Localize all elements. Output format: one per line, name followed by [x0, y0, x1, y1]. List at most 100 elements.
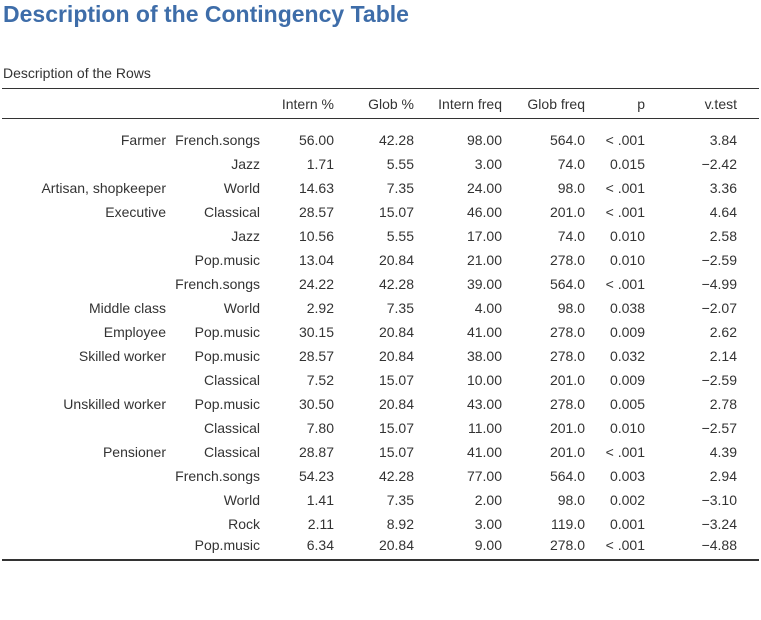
- cell-vtest: −2.42: [701, 156, 737, 172]
- cell-column: World: [223, 492, 260, 508]
- table-row: Pop.music 6.34 20.84 9.00 278.0 < .001 −4.88: [2, 536, 759, 560]
- cell-row: Skilled worker: [78, 348, 166, 364]
- cell-p: 0.001: [609, 516, 645, 532]
- cell-intern-freq: 46.00: [466, 204, 502, 220]
- table-row: Jazz 10.56 5.55 17.00 74.0 0.010 2.58: [2, 224, 759, 248]
- cell-intern-pct: 28.57: [298, 204, 334, 220]
- cell-intern-pct: 28.57: [298, 348, 334, 364]
- cell-intern-freq: 77.00: [466, 468, 502, 484]
- cell-column: Jazz: [231, 156, 260, 172]
- table-row: Classical 7.80 15.07 11.00 201.0 0.010 −2.57: [2, 416, 759, 440]
- header-row: [2, 89, 166, 119]
- header-intern-pct: Intern %: [281, 95, 334, 112]
- cell-intern-pct: 2.11: [307, 516, 334, 532]
- cell-intern-pct: 2.92: [306, 300, 334, 316]
- table-row: French.songs 54.23 42.28 77.00 564.0 0.003 2.9…: [2, 464, 759, 488]
- cell-p: 0.032: [609, 348, 645, 364]
- cell-vtest: 2.58: [709, 228, 737, 244]
- cell-intern-pct: 56.00: [298, 132, 334, 148]
- cell-vtest: −2.07: [701, 300, 737, 316]
- cell-glob-freq: 98.0: [557, 492, 585, 508]
- cell-column: French.songs: [175, 468, 260, 484]
- cell-intern-freq: 24.00: [466, 180, 502, 196]
- cell-intern-pct: 6.34: [306, 536, 334, 553]
- header-glob-freq: Glob freq: [527, 95, 585, 112]
- cell-intern-freq: 2.00: [474, 492, 502, 508]
- cell-p: < .001: [605, 204, 645, 220]
- cell-intern-pct: 28.87: [298, 444, 334, 460]
- cell-vtest: −2.59: [701, 372, 737, 388]
- cell-intern-pct: 14.63: [298, 180, 334, 196]
- cell-row: Middle class: [88, 300, 166, 316]
- cell-glob-pct: 20.84: [378, 324, 414, 340]
- cell-column: Pop.music: [194, 348, 260, 364]
- cell-column: Classical: [203, 444, 260, 460]
- cell-intern-pct: 13.04: [298, 252, 334, 268]
- cell-row: Unskilled worker: [63, 396, 166, 412]
- table-row: Middle class World 2.92 7.35 4.00 98.0 0.038 −2…: [2, 296, 759, 320]
- cell-glob-pct: 5.55: [386, 156, 414, 172]
- cell-p: 0.010: [609, 228, 645, 244]
- header-intern-freq: Intern freq: [438, 95, 502, 112]
- cell-row: [2, 272, 166, 296]
- cell-intern-pct: 30.15: [298, 324, 334, 340]
- cell-glob-pct: 20.84: [378, 396, 414, 412]
- cell-vtest: 4.64: [709, 204, 737, 220]
- cell-p: < .001: [605, 536, 645, 553]
- cell-vtest: 3.36: [709, 180, 737, 196]
- cell-intern-freq: 17.00: [466, 228, 502, 244]
- cell-row: Executive: [105, 204, 166, 220]
- table-row: Classical 7.52 15.07 10.00 201.0 0.009 −2.59: [2, 368, 759, 392]
- cell-vtest: −3.10: [701, 492, 737, 508]
- cell-intern-freq: 43.00: [466, 396, 502, 412]
- cell-glob-pct: 8.92: [386, 516, 414, 532]
- cell-p: 0.003: [609, 468, 645, 484]
- cell-intern-pct: 24.22: [298, 276, 334, 292]
- cell-glob-pct: 5.55: [386, 228, 414, 244]
- cell-row: Pensioner: [102, 444, 166, 460]
- cell-glob-freq: 278.0: [549, 324, 585, 340]
- cell-vtest: 2.78: [709, 396, 737, 412]
- cell-glob-pct: 20.84: [378, 536, 414, 553]
- cell-p: 0.010: [609, 252, 645, 268]
- table-row: Employee Pop.music 30.15 20.84 41.00 278.0 0.0…: [2, 320, 759, 344]
- cell-column: Pop.music: [194, 324, 260, 340]
- cell-vtest: −3.24: [701, 516, 737, 532]
- cell-p: 0.009: [609, 324, 645, 340]
- cell-intern-freq: 3.00: [474, 516, 502, 532]
- cell-row: Employee: [103, 324, 166, 340]
- cell-intern-freq: 98.00: [466, 132, 502, 148]
- cell-glob-pct: 15.07: [378, 420, 414, 436]
- table-row: Executive Classical 28.57 15.07 46.00 201.0 < …: [2, 200, 759, 224]
- cell-glob-freq: 98.0: [557, 180, 585, 196]
- cell-row: [2, 416, 166, 440]
- cell-glob-freq: 564.0: [549, 468, 585, 484]
- cell-p: 0.038: [609, 300, 645, 316]
- cell-vtest: 4.39: [709, 444, 737, 460]
- table-row: Pop.music 13.04 20.84 21.00 278.0 0.010 −2.59: [2, 248, 759, 272]
- table-body: Farmer French.songs 56.00 42.28 98.00 564.0 < …: [2, 119, 759, 560]
- cell-p: 0.009: [609, 372, 645, 388]
- cell-glob-freq: 564.0: [549, 276, 585, 292]
- cell-glob-freq: 278.0: [549, 252, 585, 268]
- cell-intern-pct: 1.41: [306, 492, 334, 508]
- table-row: Pensioner Classical 28.87 15.07 41.00 201.0 < …: [2, 440, 759, 464]
- cell-column: French.songs: [175, 132, 260, 148]
- cell-p: 0.010: [609, 420, 645, 436]
- cell-row: Farmer: [120, 132, 166, 148]
- cell-vtest: −4.99: [701, 276, 737, 292]
- cell-p: < .001: [605, 444, 645, 460]
- cell-glob-pct: 15.07: [378, 204, 414, 220]
- cell-glob-freq: 278.0: [549, 348, 585, 364]
- cell-glob-freq: 201.0: [549, 204, 585, 220]
- cell-intern-freq: 10.00: [466, 372, 502, 388]
- cell-row: [2, 224, 166, 248]
- table-row: Artisan, shopkeeper World 14.63 7.35 24.00 98…: [2, 176, 759, 200]
- cell-vtest: 2.62: [709, 324, 737, 340]
- cell-glob-pct: 42.28: [378, 132, 414, 148]
- cell-glob-freq: 98.0: [557, 300, 585, 316]
- cell-row: [2, 248, 166, 272]
- cell-vtest: 2.94: [709, 468, 737, 484]
- cell-p: 0.005: [609, 396, 645, 412]
- cell-glob-pct: 15.07: [378, 444, 414, 460]
